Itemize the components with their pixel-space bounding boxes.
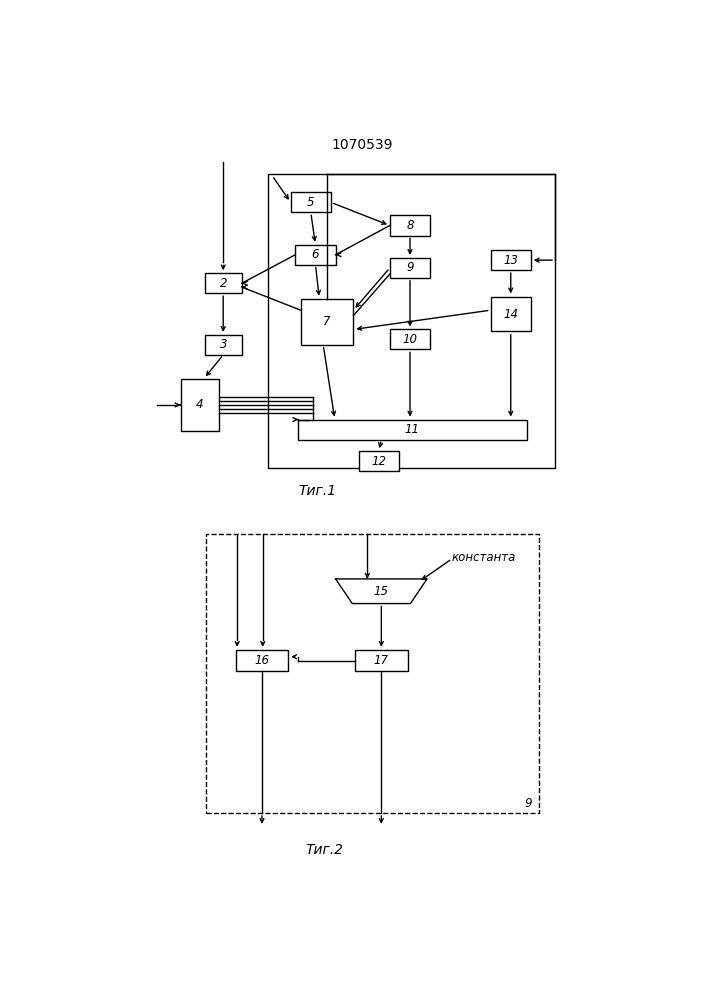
Bar xyxy=(390,215,430,235)
Text: 11: 11 xyxy=(405,423,420,436)
Text: 4: 4 xyxy=(197,398,204,411)
Text: 14: 14 xyxy=(503,308,518,321)
Text: 1070539: 1070539 xyxy=(331,138,392,152)
Bar xyxy=(491,250,531,270)
Bar xyxy=(180,379,219,431)
Bar xyxy=(206,534,539,813)
Text: константа: константа xyxy=(451,551,515,564)
Text: 2: 2 xyxy=(219,277,227,290)
Text: 3: 3 xyxy=(219,338,227,351)
Bar xyxy=(235,650,288,671)
Text: 6: 6 xyxy=(312,248,319,261)
Text: 16: 16 xyxy=(255,654,269,667)
Bar xyxy=(291,192,331,212)
Bar xyxy=(359,451,399,471)
Bar xyxy=(268,174,555,468)
Bar xyxy=(491,297,531,331)
Text: 5: 5 xyxy=(307,196,315,209)
Text: Τиг.2: Τиг.2 xyxy=(305,843,344,857)
Text: 17: 17 xyxy=(374,654,389,667)
Bar xyxy=(204,335,242,355)
Text: 12: 12 xyxy=(371,455,387,468)
Text: 10: 10 xyxy=(402,333,418,346)
Bar xyxy=(298,420,527,440)
Text: 13: 13 xyxy=(503,254,518,267)
Text: 15: 15 xyxy=(374,585,389,598)
Bar xyxy=(355,650,408,671)
Bar xyxy=(390,258,430,278)
Text: 8: 8 xyxy=(407,219,414,232)
Text: 9: 9 xyxy=(407,261,414,274)
Bar xyxy=(390,329,430,349)
Polygon shape xyxy=(336,579,427,604)
Bar xyxy=(204,273,242,293)
Bar xyxy=(296,245,336,265)
Text: 9: 9 xyxy=(525,797,532,810)
Text: Τиг.1: Τиг.1 xyxy=(298,484,336,498)
Text: 7: 7 xyxy=(323,315,331,328)
Bar xyxy=(300,299,354,345)
